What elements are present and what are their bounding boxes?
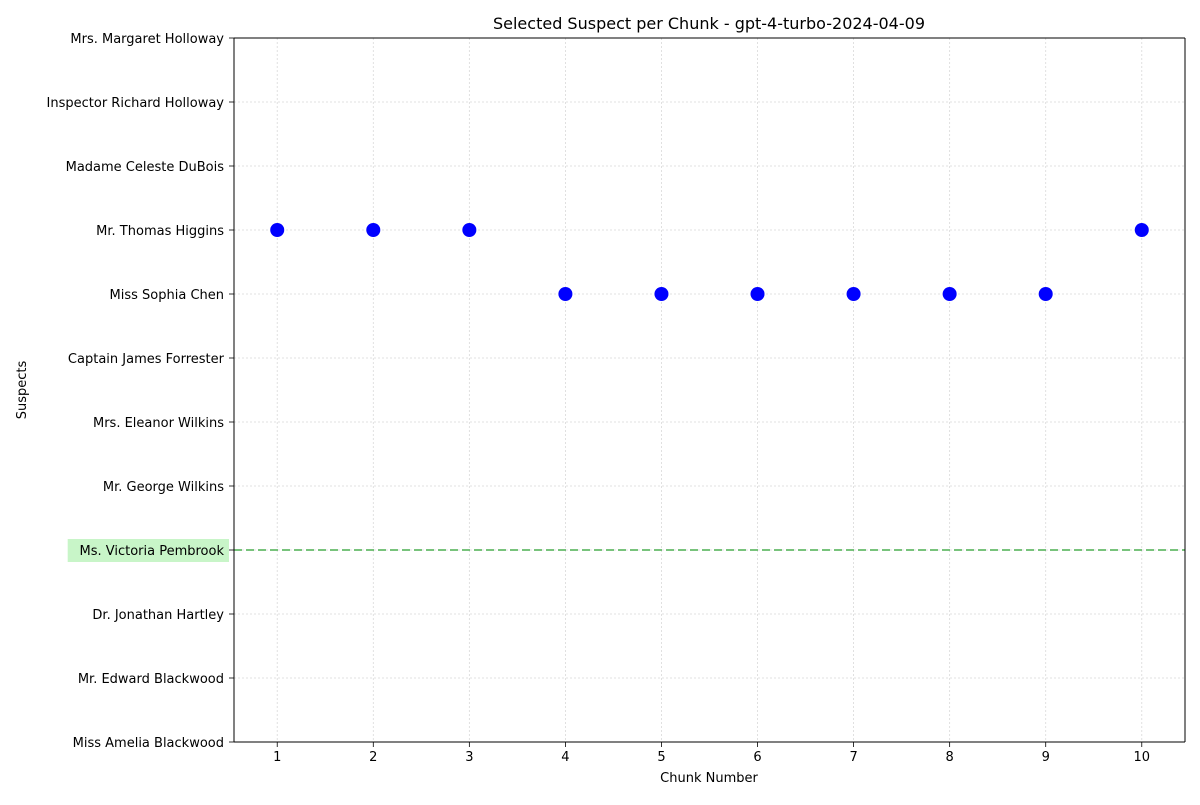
data-point <box>270 223 285 237</box>
y-tick-label: Miss Sophia Chen <box>110 288 224 303</box>
x-tick-label: 6 <box>753 750 761 765</box>
y-tick-label: Miss Amelia Blackwood <box>73 736 224 751</box>
x-tick-label: 4 <box>561 750 569 765</box>
axes <box>233 37 1186 743</box>
x-tick-label: 10 <box>1133 750 1150 765</box>
y-tick-label: Mr. Edward Blackwood <box>78 672 224 687</box>
y-tick-label: Madame Celeste DuBois <box>66 160 225 175</box>
data-point <box>366 223 381 237</box>
data-point <box>1134 223 1149 237</box>
y-tick-label: Ms. Victoria Pembrook <box>79 544 224 559</box>
x-tick-label: 1 <box>273 750 281 765</box>
y-tick-label: Mr. Thomas Higgins <box>96 224 224 239</box>
chart-title: Selected Suspect per Chunk - gpt-4-turbo… <box>493 14 925 33</box>
y-tick-label: Mrs. Eleanor Wilkins <box>93 416 224 431</box>
y-tick-label: Mr. George Wilkins <box>103 480 224 495</box>
y-tick-label: Captain James Forrester <box>68 352 225 367</box>
data-points <box>270 223 1149 301</box>
highlight-label-background <box>67 539 229 562</box>
data-point <box>558 287 573 301</box>
data-point <box>462 223 477 237</box>
x-tick-label: 9 <box>1042 750 1050 765</box>
y-tick-label: Dr. Jonathan Hartley <box>92 608 224 623</box>
x-tick-label: 2 <box>369 750 377 765</box>
data-point <box>942 287 957 301</box>
x-ticks: 1 2 3 4 5 6 7 8 9 10 <box>273 742 1150 765</box>
x-tick-label: 3 <box>465 750 473 765</box>
x-tick-label: 8 <box>946 750 954 765</box>
y-tick-label: Mrs. Margaret Holloway <box>70 32 224 47</box>
y-axis-label: Suspects <box>15 361 30 420</box>
data-point <box>750 287 765 301</box>
x-axis-label: Chunk Number <box>660 771 758 786</box>
grid-lines <box>234 37 1185 743</box>
y-tick-label: Inspector Richard Holloway <box>47 96 225 111</box>
data-point <box>1038 287 1053 301</box>
x-tick-label: 7 <box>849 750 857 765</box>
y-ticks: Miss Amelia Blackwood Mr. Edward Blackwoo… <box>47 32 234 751</box>
x-tick-label: 5 <box>657 750 665 765</box>
data-point <box>846 287 861 301</box>
data-point <box>654 287 669 301</box>
